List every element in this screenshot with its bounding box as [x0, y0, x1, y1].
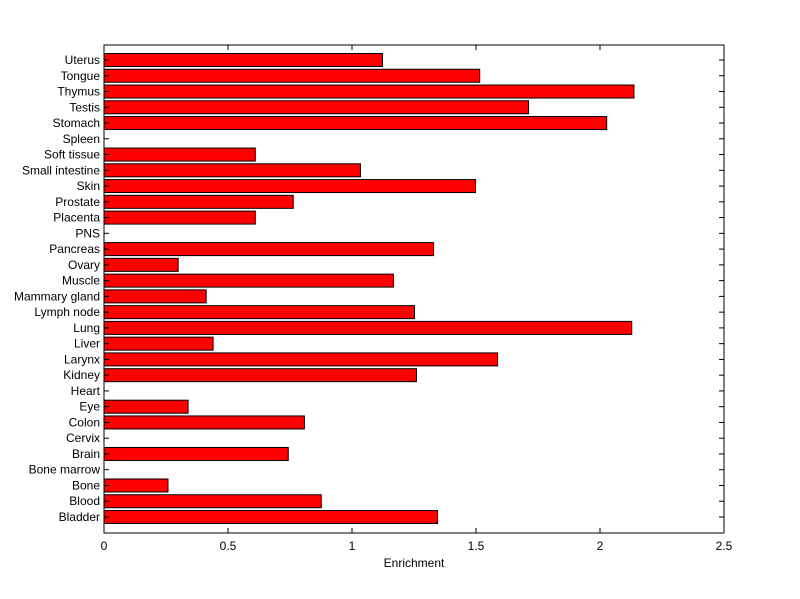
x-axis-label: Enrichment: [384, 556, 445, 570]
y-tick-label: Spleen: [63, 132, 100, 146]
bar: [103, 53, 384, 67]
y-tick-label: Mammary gland: [14, 289, 100, 303]
y-tick-label: Stomach: [53, 116, 100, 130]
y-tick-label: Bladder: [59, 510, 100, 524]
bar: [103, 368, 417, 383]
y-tick-label: Uterus: [65, 53, 100, 67]
y-tick-label: Heart: [71, 384, 101, 398]
y-tick-label: Lung: [73, 321, 100, 335]
y-tick-label: Lymph node: [34, 305, 100, 319]
bar: [103, 194, 294, 209]
y-tick-label: Skin: [77, 179, 100, 193]
bar: [103, 68, 481, 83]
bar: [103, 478, 169, 493]
bar: [103, 415, 305, 430]
y-tick-label: Muscle: [62, 274, 100, 288]
bar: [103, 210, 256, 225]
x-tick-label: 1: [349, 539, 356, 553]
bar: [103, 163, 361, 178]
y-tick-label: Bone: [72, 478, 100, 492]
bar: [103, 257, 179, 272]
y-tick-label: Prostate: [55, 195, 100, 209]
y-tick-label: Brain: [72, 447, 100, 461]
y-tick-label: Eye: [79, 400, 100, 414]
bar: [103, 399, 189, 414]
y-tick-label: Bone marrow: [29, 463, 101, 477]
x-tick-label: 0.5: [220, 539, 237, 553]
y-tick-label: Tongue: [61, 69, 101, 83]
x-tick-label: 2.5: [716, 539, 733, 553]
y-tick-label: Pancreas: [49, 242, 100, 256]
bar: [103, 100, 530, 115]
bar: [103, 289, 207, 304]
y-tick-label: Soft tissue: [44, 148, 100, 162]
bar: [103, 336, 214, 351]
x-tick-label: 0: [101, 539, 108, 553]
y-tick-label: Liver: [74, 337, 100, 351]
y-tick-label: Small intestine: [22, 163, 100, 177]
bar: [103, 179, 477, 194]
y-tick-label: Ovary: [68, 258, 100, 272]
y-tick-label: Thymus: [57, 85, 100, 99]
bar: [103, 352, 499, 367]
x-tick-label: 1.5: [468, 539, 485, 553]
bar: [103, 320, 633, 335]
x-tick-label: 2: [597, 539, 604, 553]
bar: [103, 510, 439, 524]
y-tick-label: PNS: [75, 226, 100, 240]
y-tick-label: Testis: [69, 100, 100, 114]
bar: [103, 446, 289, 461]
bar: [103, 273, 394, 288]
bar: [103, 84, 635, 99]
bar: [103, 242, 435, 257]
bar: [103, 147, 256, 162]
y-tick-label: Placenta: [53, 211, 100, 225]
y-tick-label: Larynx: [64, 352, 100, 366]
y-tick-label: Kidney: [63, 368, 100, 382]
bar: [103, 116, 608, 131]
y-tick-label: Cervix: [66, 431, 100, 445]
bar: [103, 305, 415, 320]
y-tick-label: Colon: [69, 415, 100, 429]
y-tick-label: Blood: [69, 494, 100, 508]
bar: [103, 494, 322, 509]
